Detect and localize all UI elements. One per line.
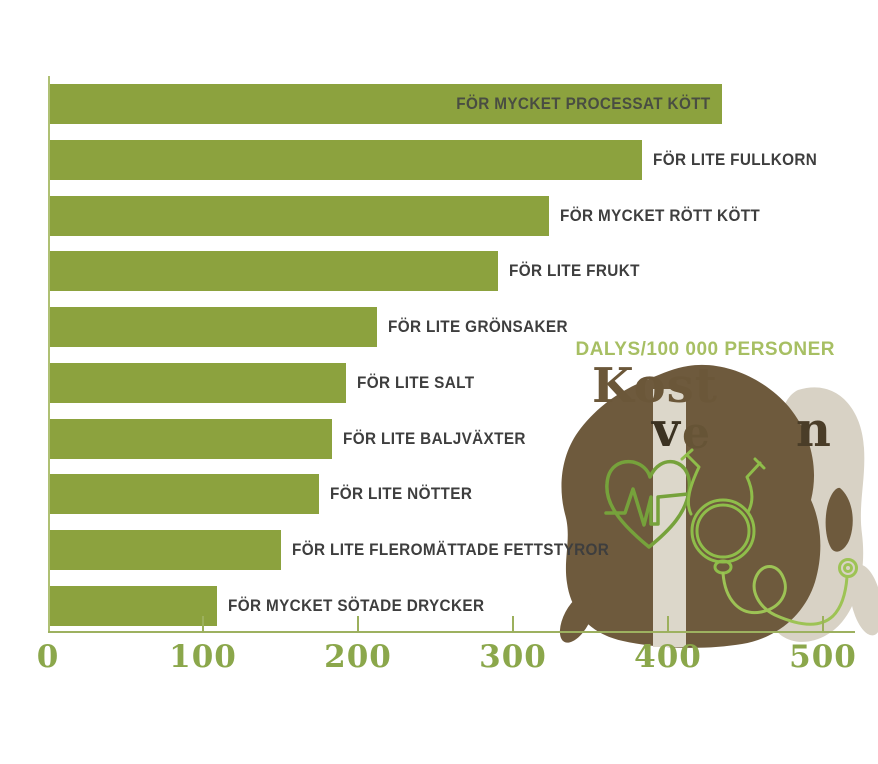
axis-unit-label: DALYS/100 000 PERSONER: [575, 339, 835, 360]
bar-label: FÖR LITE FULLKORN: [652, 149, 817, 169]
x-axis-tick-label: 0: [36, 639, 60, 675]
bar: [49, 362, 346, 403]
bar-label: FÖR LITE GRÖNSAKER: [387, 317, 568, 337]
bar: [49, 195, 549, 236]
x-axis-tick-label: 100: [169, 639, 237, 675]
bar-row: FÖR LITE GRÖNSAKER: [0, 307, 878, 348]
x-axis-tick-label: 400: [634, 639, 702, 675]
x-axis-line: [48, 631, 855, 633]
x-axis-tick: [822, 616, 824, 632]
bar-row: FÖR MYCKET PROCESSAT KÖTT: [0, 84, 878, 124]
y-axis-line: [48, 76, 50, 633]
bar-label: FÖR LITE SALT: [356, 372, 475, 392]
x-axis-tick-label: 300: [479, 639, 547, 675]
bar-row: FÖR LITE FULLKORN: [0, 139, 878, 180]
brown-teardrop: [825, 487, 853, 552]
bar: [49, 474, 320, 515]
bar: [49, 139, 642, 180]
stethoscope-icon: [680, 448, 858, 626]
x-axis-tick: [202, 616, 204, 632]
bar-label: FÖR LITE FRUKT: [508, 261, 640, 281]
bar: [49, 84, 723, 124]
x-axis-tick: [357, 616, 359, 632]
beige-blob-small: [849, 564, 878, 636]
brown-blob-small: [559, 593, 595, 643]
bar-row: FÖR LITE BALJVÄXTER: [0, 418, 878, 459]
x-axis-tick: [667, 616, 669, 632]
bar: [49, 307, 377, 348]
bar-label: FÖR MYCKET PROCESSAT KÖTT: [455, 94, 711, 113]
bar-label: FÖR LITE NÖTTER: [330, 484, 473, 504]
bar-label: FÖR LITE BALJVÄXTER: [342, 428, 526, 448]
bar: [49, 418, 332, 459]
x-axis-tick: [512, 616, 514, 632]
bar: [49, 251, 498, 292]
bar: [49, 530, 281, 571]
bar-label: FÖR MYCKET RÖTT KÖTT: [559, 205, 760, 225]
bar-row: FÖR LITE FRUKT: [0, 251, 878, 292]
bar-label: FÖR MYCKET SÖTADE DRYCKER: [227, 596, 485, 616]
bar-row: FÖR LITE SALT: [0, 362, 878, 403]
bar-label: FÖR LITE FLEROMÄTTADE FETTSTYROR: [291, 540, 609, 560]
bar: [49, 586, 217, 627]
bar-row: FÖR LITE NÖTTER: [0, 474, 878, 515]
x-axis-tick-label: 200: [324, 639, 392, 675]
bar-row: FÖR MYCKET SÖTADE DRYCKER: [0, 586, 878, 627]
bar-row: FÖR MYCKET RÖTT KÖTT: [0, 195, 878, 236]
bar-row: FÖR LITE FLEROMÄTTADE FETTSTYROR: [0, 530, 878, 571]
x-axis-tick-label: 500: [789, 639, 857, 675]
